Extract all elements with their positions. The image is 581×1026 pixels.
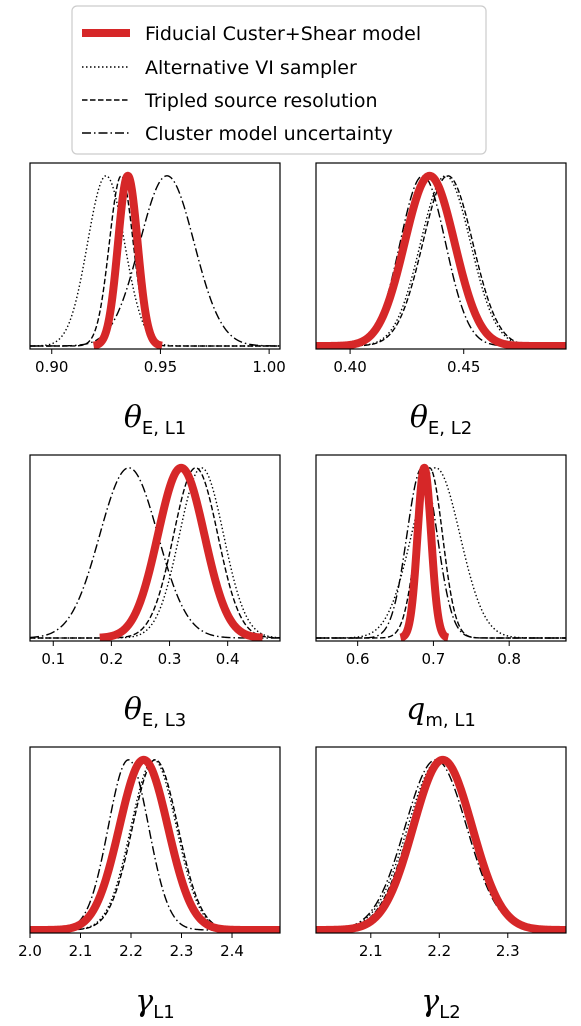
- x-axis-label: γL2: [421, 984, 460, 1023]
- panel-3: 0.1 0.2 0.3 0.4 θE, L3: [29, 454, 281, 731]
- curves: [30, 171, 280, 349]
- axes-frame: [29, 746, 281, 934]
- x-tick-label: 0.95: [144, 358, 177, 376]
- series-dotted: [30, 175, 280, 347]
- x-tick-label: 0.8: [497, 650, 521, 668]
- series-dashed: [316, 759, 566, 931]
- curves: [316, 463, 566, 641]
- series-solid: [316, 755, 566, 933]
- x-tick-label: 2.3: [170, 942, 194, 960]
- series-solid: [396, 463, 453, 641]
- legend-label-cluster-uncertainty: Cluster model uncertainty: [145, 123, 393, 145]
- x-axis-label: γL1: [135, 984, 174, 1023]
- axes-frame: [315, 454, 567, 642]
- panel-6: 2.1 2.2 2.3 γL2: [315, 746, 567, 1023]
- x-axis-label-subscript: E, L2: [428, 418, 472, 439]
- x-tick-label: 2.0: [18, 942, 42, 960]
- panel-2: 0.40 0.45 θE, L2: [315, 162, 567, 439]
- x-axis-label-subscript: E, L3: [142, 710, 186, 731]
- x-tick-label: 0.1: [41, 650, 65, 668]
- x-axis-label-subscript: E, L1: [142, 418, 186, 439]
- legend-label-fiducial: Fiducial Custer+Shear model: [145, 23, 421, 45]
- series-solid: [316, 171, 566, 349]
- x-axis-label: θE, L2: [410, 400, 472, 439]
- x-tick-label: 0.40: [333, 358, 366, 376]
- series-dashed: [30, 175, 280, 347]
- series-dashed: [30, 467, 280, 639]
- legend-label-tripled-resolution: Tripled source resolution: [144, 90, 378, 112]
- x-tick-label: 0.45: [447, 358, 480, 376]
- x-tick-label: 0.4: [216, 650, 240, 668]
- panel-4: 0.6 0.7 0.8 qm, L1: [315, 454, 567, 731]
- panel-1: 0.90 0.95 1.00 θE, L1: [29, 162, 286, 439]
- series-dotted: [316, 759, 566, 931]
- x-axis-label: qm, L1: [406, 692, 476, 731]
- series-dashdot: [30, 759, 280, 931]
- x-tick-label: 2.2: [119, 942, 143, 960]
- x-tick-label: 0.2: [99, 650, 123, 668]
- curves: [316, 171, 566, 349]
- axes-frame: [315, 162, 567, 350]
- x-tick-label: 2.4: [220, 942, 244, 960]
- axes-frame: [29, 454, 281, 642]
- panel-5: 2.0 2.1 2.2 2.3 2.4 γL1: [18, 746, 281, 1023]
- x-tick-label: 0.3: [158, 650, 182, 668]
- series-dashdot: [30, 175, 280, 347]
- legend: Fiducial Custer+Shear model Alternative …: [71, 5, 487, 155]
- x-tick-label: 0.6: [346, 650, 370, 668]
- curves: [316, 755, 566, 933]
- x-tick-label: 0.7: [421, 650, 445, 668]
- x-axis-label-subscript: L1: [153, 1002, 174, 1023]
- curves: [30, 755, 280, 933]
- x-axis-label: θE, L3: [124, 692, 186, 731]
- axes-frame: [29, 162, 281, 350]
- series-dotted: [30, 467, 280, 639]
- curves: [30, 463, 280, 641]
- x-tick-label: 2.1: [69, 942, 93, 960]
- series-dashdot: [316, 759, 566, 931]
- series-solid: [30, 755, 280, 933]
- x-tick-label: 2.1: [359, 942, 383, 960]
- series-dashdot: [316, 467, 566, 639]
- series-solid: [89, 171, 166, 349]
- x-axis-label-subscript: L2: [439, 1002, 460, 1023]
- x-tick-label: 0.90: [35, 358, 68, 376]
- x-tick-label: 2.2: [427, 942, 451, 960]
- series-dotted: [316, 467, 566, 639]
- legend-label-vi-sampler: Alternative VI sampler: [145, 57, 357, 79]
- x-axis-label-subscript: m, L1: [425, 710, 475, 731]
- series-solid: [96, 463, 266, 641]
- x-axis-label: θE, L1: [124, 400, 186, 439]
- series-dashdot: [30, 467, 280, 639]
- x-tick-label: 1.00: [252, 358, 285, 376]
- legend-frame: [71, 5, 487, 155]
- x-tick-label: 2.3: [496, 942, 520, 960]
- axes-frame: [315, 746, 567, 934]
